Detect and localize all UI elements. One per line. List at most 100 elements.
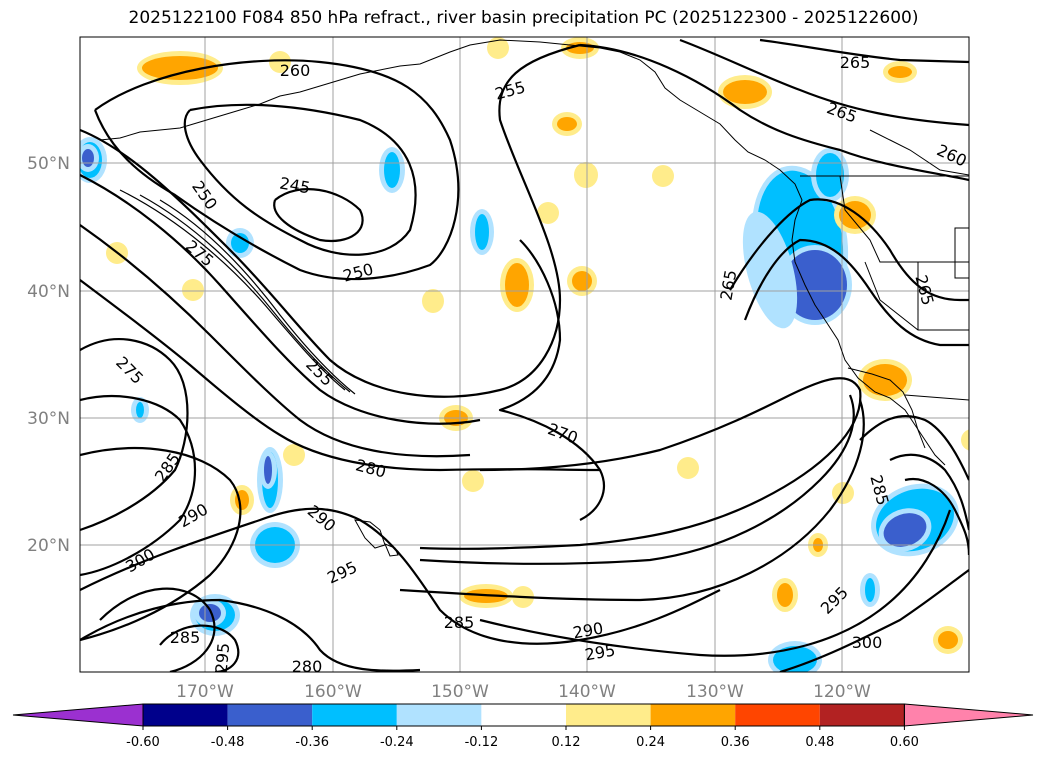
precip-area-22: [723, 80, 767, 104]
precip-area-30: [777, 583, 793, 607]
precip-area-36: [542, 207, 554, 219]
colorbar-segment: [396, 704, 482, 726]
precip-area-42: [467, 475, 479, 487]
colorbar: -0.60 -0.48 -0.36 -0.24 -0.12 0.12 0.24 0.36 0.4…: [12, 703, 1034, 750]
colorbar-segment: [227, 704, 313, 726]
precip-area-3: [816, 153, 844, 197]
lon-label-140w: 140°W: [558, 682, 616, 702]
colorbar-segment: [481, 704, 566, 726]
precip-area-17: [865, 578, 875, 602]
colorbar-segment: [143, 704, 228, 726]
precip-area-24: [572, 271, 592, 291]
colorbar-tick-label: 0.24: [636, 735, 665, 750]
colorbar-segment: [566, 704, 651, 726]
contour-label: 265: [840, 53, 871, 72]
lon-label-130w: 130°W: [686, 682, 744, 702]
contour-300-loop: [99, 587, 216, 672]
contour-260-north: [579, 43, 969, 182]
contour-label: 285: [170, 628, 201, 647]
gridlines: [80, 37, 969, 672]
contour-290-baja: [889, 453, 969, 531]
contour-label: 285: [444, 613, 475, 632]
contour-thin-2: [139, 194, 351, 393]
contour-thin-3: [159, 199, 356, 395]
contour-label: 300: [852, 633, 883, 652]
colorbar-tick-label: -0.60: [126, 735, 160, 750]
lat-label-40n: 40°N: [27, 282, 70, 302]
colorbar-segment: [735, 704, 820, 726]
precip-area-14: [384, 152, 400, 188]
lat-label-30n: 30°N: [27, 409, 70, 429]
precip-area-26: [888, 66, 912, 78]
contour-250-west: [93, 59, 460, 281]
colorbar-extend-min: [12, 703, 144, 727]
coastlines: [99, 39, 969, 557]
colorbar-tick-label: 0.12: [552, 735, 581, 750]
precip-area-32: [938, 631, 958, 649]
precip-area-5: [883, 513, 927, 547]
contour-265-coast: [729, 198, 969, 302]
lat-label-50n: 50°N: [27, 154, 70, 174]
contour-275-south: [80, 338, 189, 532]
precip-area-43: [682, 462, 694, 474]
precip-halo-46: [961, 429, 969, 451]
contour-265-ne: [759, 38, 969, 64]
baja-california: [847, 367, 926, 449]
colorbar-extend-max: [903, 703, 1034, 727]
colorbar-tick-label: 0.36: [721, 735, 750, 750]
map-background: [80, 37, 969, 672]
colorbar-tick-label: 0.48: [805, 735, 834, 750]
contour-285-loop: [159, 624, 240, 672]
north-america-coast: [429, 39, 946, 466]
contour-290-south: [80, 507, 721, 645]
colorbar-segment: [312, 704, 397, 726]
lon-label-160w: 160°W: [304, 682, 362, 702]
precip-area-15: [475, 214, 489, 250]
contour-280-east: [419, 377, 862, 550]
precip-area-47: [579, 167, 593, 183]
lon-label-120w: 120°W: [813, 682, 871, 702]
precip-area-38: [187, 284, 199, 296]
precip-area-21: [142, 56, 218, 80]
contour-265-north: [679, 38, 969, 127]
map-frame: [79, 36, 970, 673]
state-border-ut: [954, 227, 969, 279]
contour-300-east: [779, 569, 969, 672]
colorbar-segment: [819, 704, 905, 726]
longitude-axis: 170°W 160°W 150°W 140°W 130°W 120°W: [176, 682, 871, 702]
latitude-axis: 50°N 40°N 30°N 20°N: [27, 154, 70, 556]
precip-area-23: [505, 263, 529, 307]
precip-area-13: [231, 233, 249, 253]
colorbar-tick-label: -0.48: [211, 735, 245, 750]
precip-area-35: [492, 42, 504, 54]
contour-label: 295: [212, 642, 234, 674]
contour-295-east: [479, 509, 952, 657]
precip-area-18: [136, 402, 144, 418]
precip-area-1: [783, 250, 847, 320]
precip-area-34: [274, 56, 286, 68]
contour-245-west: [183, 103, 417, 256]
colorbar-tick-label: -0.36: [295, 735, 329, 750]
contour-285-baja: [859, 415, 969, 481]
contour-270-coast: [743, 238, 969, 347]
mexico-border: [904, 394, 969, 401]
precipitation-shading: [80, 37, 969, 672]
lat-label-20n: 20°N: [27, 536, 70, 556]
precip-area-37: [427, 294, 439, 308]
colorbar-tick-label: -0.12: [465, 735, 499, 750]
map-title: 2025122100 F084 850 hPa refract., river …: [128, 8, 919, 28]
contour-290-east: [399, 399, 865, 602]
contour-245-inner: [273, 188, 364, 243]
precip-area-46: [966, 434, 969, 446]
contour-285-east: [419, 394, 855, 565]
precip-area-12: [82, 149, 94, 167]
contour-295-baja: [904, 477, 969, 556]
colorbar-frame: [142, 703, 905, 727]
precip-area-41: [288, 449, 300, 461]
precip-area-7: [264, 456, 272, 484]
precip-area-40: [657, 170, 669, 182]
contour-label: 280: [292, 657, 323, 676]
contour-265-west: [80, 174, 481, 425]
